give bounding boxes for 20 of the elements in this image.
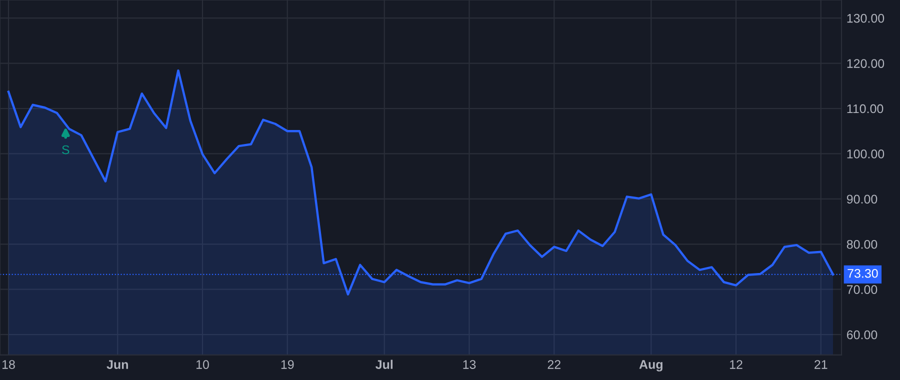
x-tick-label: 10: [196, 360, 209, 369]
annotation: S: [62, 145, 70, 154]
x-tick-label: 19: [281, 360, 294, 369]
y-tick-label: 120.00: [847, 59, 884, 68]
x-tick-label: 22: [548, 360, 560, 369]
x-tick-label: 12: [730, 360, 742, 369]
x-tick-label: 13: [463, 360, 476, 369]
y-tick-label: 60.00: [846, 330, 878, 340]
y-tick-label: 70.00: [847, 285, 878, 294]
y-tick-label: 100.00: [847, 150, 884, 158]
y-tick-label: 80.00: [846, 240, 878, 249]
x-tick-label: Jun: [106, 360, 128, 369]
ref-line-label: 73.30: [848, 268, 878, 278]
y-tick-label: 130.00: [847, 14, 884, 23]
x-tick-label: Aug: [639, 360, 662, 372]
y-tick-label: 90.00: [846, 194, 878, 204]
x-tick-label: 18: [2, 360, 15, 369]
y-tick-label: 110.00: [847, 104, 884, 114]
x-tick-label: 21: [814, 360, 828, 369]
x-tick-label: Jul: [376, 360, 393, 369]
